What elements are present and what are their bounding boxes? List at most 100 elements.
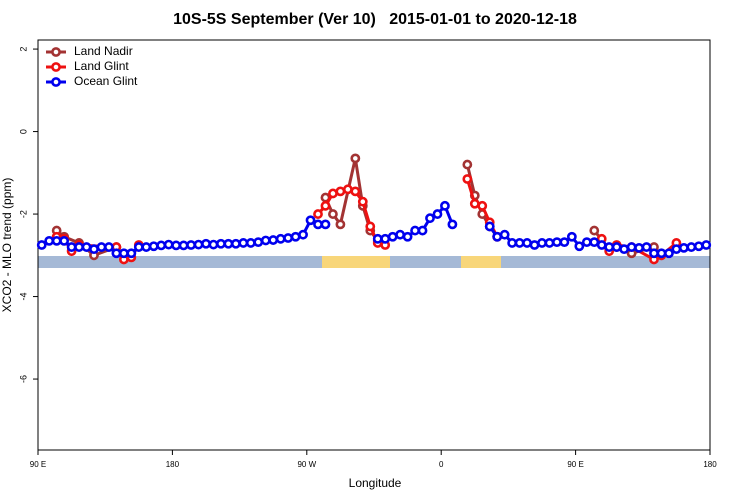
point [126, 248, 137, 259]
legend-marker [51, 47, 61, 57]
point [335, 186, 346, 197]
x-tick-label: 90 E [30, 460, 46, 469]
x-axis-label: Longitude [349, 476, 402, 490]
point [313, 209, 323, 219]
point [529, 240, 540, 250]
point [678, 242, 689, 253]
point [686, 242, 697, 252]
point [51, 235, 62, 246]
point [163, 239, 174, 250]
legend-label: Land Nadir [74, 44, 133, 58]
point [671, 244, 682, 255]
point [604, 242, 615, 252]
point [507, 238, 518, 248]
point [701, 240, 712, 250]
point [36, 240, 47, 250]
point [156, 240, 167, 251]
point [492, 231, 503, 242]
point [537, 238, 547, 248]
point [581, 237, 592, 248]
point [298, 229, 308, 240]
point [611, 242, 622, 252]
point [372, 233, 383, 244]
point [544, 238, 555, 248]
point [245, 238, 256, 248]
y-tick-label: 2 [18, 47, 28, 52]
point [275, 233, 286, 244]
point [559, 237, 570, 248]
point [499, 229, 510, 240]
point [447, 219, 458, 230]
point [283, 233, 294, 243]
point [260, 235, 271, 246]
point [305, 215, 316, 226]
x-tick-label: 180 [166, 460, 180, 469]
point [253, 237, 264, 248]
point [634, 242, 644, 253]
point [432, 209, 443, 219]
point [656, 248, 667, 259]
point [290, 231, 301, 242]
legend-marker [51, 62, 61, 72]
point [641, 242, 652, 252]
legend-label: Land Glint [74, 59, 129, 73]
point [96, 242, 107, 252]
point [320, 200, 331, 211]
point [626, 242, 637, 252]
point [59, 235, 70, 246]
point [342, 184, 353, 195]
x-tick-label: 90 W [297, 460, 316, 469]
point [589, 225, 600, 236]
legend-marker [51, 77, 61, 87]
x-tick-label: 180 [703, 460, 717, 469]
point [350, 186, 361, 197]
chart-title: 10S-5S September (Ver 10) 2015-01-01 to … [173, 11, 577, 28]
point [484, 221, 495, 232]
point [104, 242, 114, 252]
point [425, 213, 435, 224]
y-tick-label: -4 [18, 293, 28, 301]
point [133, 242, 144, 252]
point [320, 219, 331, 230]
y-tick-label: 0 [18, 129, 28, 134]
point [395, 229, 406, 240]
x-tick-label: 90 E [567, 460, 583, 469]
point [328, 188, 338, 199]
point [410, 225, 420, 236]
point [566, 231, 577, 242]
point [664, 248, 674, 259]
y-tick-label: -2 [18, 210, 28, 218]
point [514, 238, 525, 248]
point [148, 241, 159, 252]
point [201, 238, 211, 249]
land-strip [322, 256, 390, 268]
point [619, 244, 630, 255]
point [417, 225, 428, 236]
point [111, 248, 122, 259]
point [574, 241, 585, 252]
point [477, 200, 488, 211]
point [118, 248, 129, 259]
point [440, 200, 450, 211]
point [596, 240, 607, 250]
point [238, 238, 249, 248]
point [462, 174, 473, 184]
point [186, 240, 196, 250]
point [216, 238, 226, 249]
point [649, 248, 659, 259]
point [380, 233, 391, 244]
point [328, 209, 338, 219]
point [268, 235, 279, 245]
point [44, 235, 55, 246]
point [402, 231, 413, 242]
point [66, 242, 77, 252]
point [522, 238, 532, 248]
point [74, 242, 84, 252]
land-strip [461, 256, 501, 268]
point [171, 240, 182, 251]
x-tick-label: 0 [439, 460, 444, 469]
point [223, 238, 234, 249]
point [193, 239, 204, 250]
